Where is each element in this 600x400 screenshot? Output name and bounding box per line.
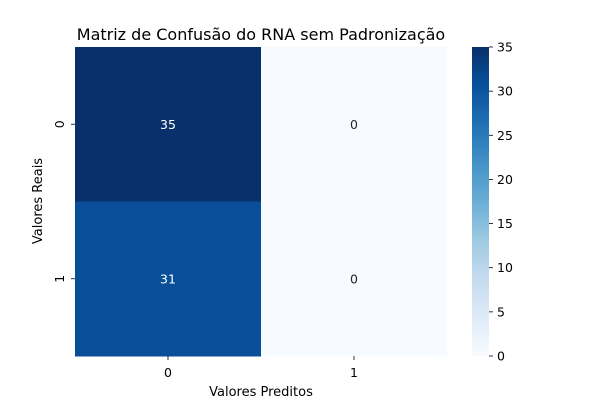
colorbar-tick-label: 15 <box>497 216 513 231</box>
cell-annotation: 31 <box>160 271 176 286</box>
colorbar-tick-label: 20 <box>497 172 513 187</box>
heatmap-cell <box>75 201 262 357</box>
colorbar-tick-label: 25 <box>497 128 513 143</box>
colorbar-tick-label: 10 <box>497 260 513 275</box>
colorbar-ticks: 0 5 10 15 20 25 30 35 <box>489 40 513 364</box>
colorbar-tick-label: 0 <box>497 349 505 364</box>
cell-annotation: 0 <box>350 117 358 132</box>
colorbar-tick-label: 30 <box>497 84 513 99</box>
colorbar <box>472 47 489 356</box>
x-tick-label: 1 <box>350 365 358 380</box>
y-axis-label: Valores Reais <box>31 158 46 244</box>
y-axis-ticks: 01 <box>52 120 75 283</box>
y-tick-label: 0 <box>52 120 67 128</box>
cell-annotation: 0 <box>350 271 358 286</box>
heatmap-cells <box>75 47 448 357</box>
heatmap-cell <box>75 47 262 202</box>
y-tick-label: 1 <box>52 275 67 283</box>
heatmap-cell <box>261 47 448 202</box>
x-tick-label: 0 <box>164 365 172 380</box>
heatmap-annotations: 35 0 31 0 <box>160 117 358 287</box>
x-axis-label: Valores Preditos <box>209 385 313 400</box>
cell-annotation: 35 <box>160 117 176 132</box>
colorbar-tick-label: 5 <box>497 304 505 319</box>
colorbar-tick-label: 35 <box>497 40 513 55</box>
chart-title: Matriz de Confusão do RNA sem Padronizaç… <box>77 25 445 44</box>
heatmap-cell <box>261 201 448 357</box>
